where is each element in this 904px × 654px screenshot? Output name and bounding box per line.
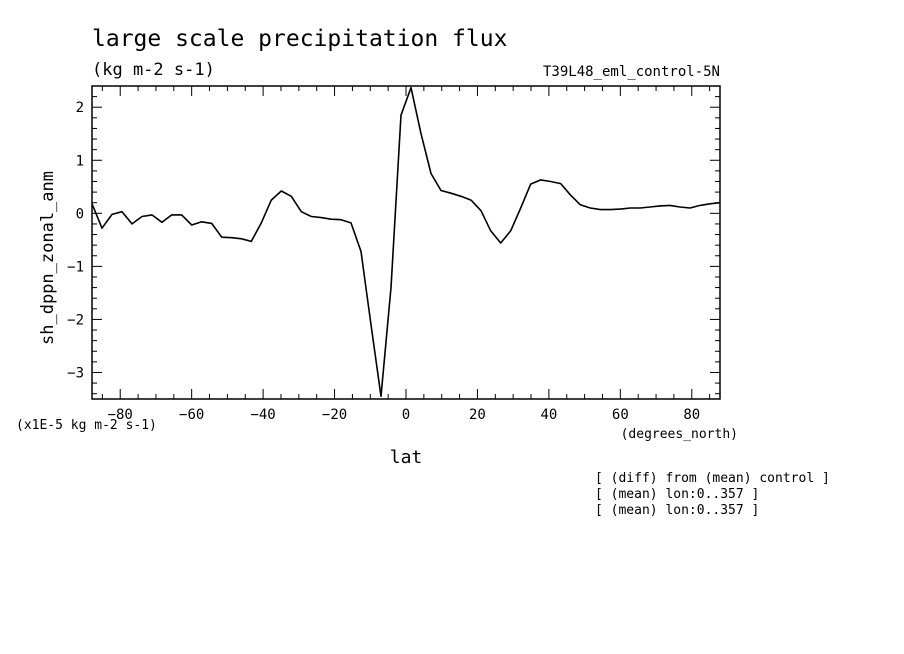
x-tick-labels: −80 −60 −40 −20 0 20 40 60 80	[108, 407, 701, 423]
x-tick-label: −60	[179, 407, 204, 423]
axis-ticks	[92, 85, 720, 399]
run-label: T39L48_eml_control-5N	[543, 64, 720, 80]
y-tick-label: −3	[67, 365, 84, 381]
note-line: [ (diff) from (mean) control ]	[595, 471, 830, 486]
x-axis-label: lat	[390, 447, 423, 468]
y-tick-labels: −3 −2 −1 0 1 2	[67, 100, 84, 381]
series-line	[91, 86, 721, 398]
x-tick-label: −80	[108, 407, 133, 423]
y-tick-label: 1	[76, 153, 84, 169]
y-axis-label: sh_dppn_zonal_anm	[38, 171, 58, 345]
x-tick-label: −40	[250, 407, 275, 423]
units-label: (kg m-2 s-1)	[92, 60, 215, 80]
x-tick-label: 40	[540, 407, 557, 423]
chart-title: large scale precipitation flux	[92, 26, 507, 52]
y-tick-label: −2	[67, 312, 84, 328]
x-tick-label: 20	[469, 407, 486, 423]
scale-note: (x1E-5 kg m-2 s-1)	[16, 418, 157, 433]
y-tick-label: −1	[67, 259, 84, 275]
x-tick-label: −20	[322, 407, 347, 423]
note-line: [ (mean) lon:0..357 ]	[595, 487, 759, 502]
note-line: [ (mean) lon:0..357 ]	[595, 503, 759, 518]
plot-frame	[91, 85, 721, 400]
y-tick-label: 2	[76, 100, 84, 116]
x-tick-label: 80	[683, 407, 700, 423]
x-tick-label: 60	[612, 407, 629, 423]
x-units-label: (degrees_north)	[621, 427, 738, 442]
x-tick-label: 0	[402, 407, 410, 423]
y-tick-label: 0	[76, 206, 84, 222]
